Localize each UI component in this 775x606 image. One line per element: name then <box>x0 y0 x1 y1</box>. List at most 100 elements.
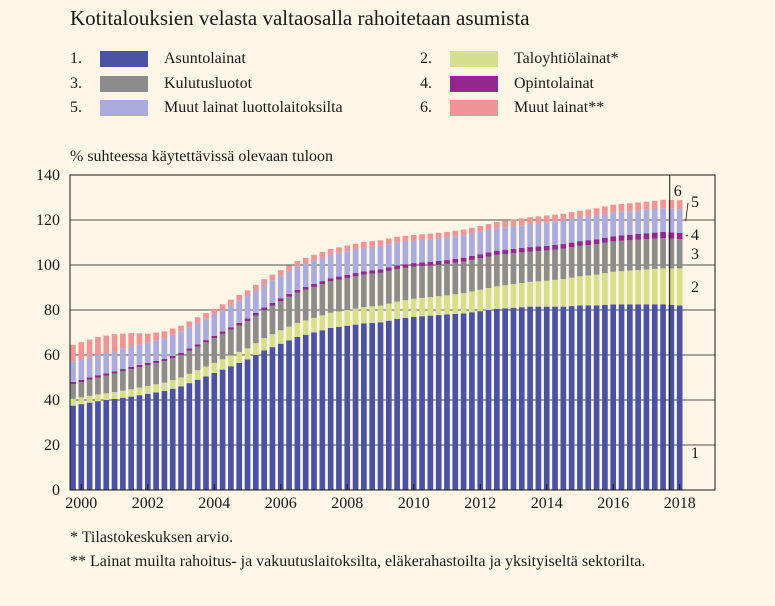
bar-segment-6 <box>560 213 567 221</box>
bar-segment-2 <box>643 269 650 305</box>
bar-segment-2 <box>444 295 450 315</box>
bar-segment-5 <box>369 246 376 271</box>
bar-segment-3 <box>169 358 176 381</box>
bar-segment-4 <box>78 379 85 382</box>
bar-segment-6 <box>153 332 159 341</box>
bar-segment-5 <box>610 212 617 237</box>
bar-segment-3 <box>518 252 525 283</box>
bar-segment-2 <box>211 362 218 374</box>
bar-segment-3 <box>676 239 683 269</box>
legend-label: Muut lainat** <box>514 99 605 116</box>
bar-segment-6 <box>144 333 151 343</box>
bar-segment-3 <box>319 284 326 316</box>
bar-segment-4 <box>668 232 675 239</box>
bar-segment-5 <box>136 344 143 365</box>
bar-segment-5 <box>319 257 326 282</box>
bar-segment-6 <box>585 209 592 217</box>
bar-segment-4 <box>95 375 101 378</box>
bar-segment-2 <box>277 330 284 344</box>
bar-segment-3 <box>336 279 342 312</box>
bar-segment-3 <box>194 346 201 371</box>
bar-segment-6 <box>344 245 351 252</box>
y-axis-label: % suhteessa käytettävissä olevaan tuloon <box>70 148 334 165</box>
bar-segment-3 <box>103 375 110 394</box>
bar-segment-2 <box>452 294 459 314</box>
bar-segment-6 <box>510 219 517 227</box>
bar-segment-1 <box>319 330 326 490</box>
legend-label: Opintolainat <box>514 75 594 92</box>
bar-segment-4 <box>178 352 184 355</box>
bar-segment-2 <box>651 268 658 305</box>
bar-segment-4 <box>144 362 151 366</box>
bar-segment-5 <box>153 340 159 361</box>
bar-segment-4 <box>244 318 251 322</box>
bar-segment-1 <box>602 304 608 490</box>
bar-segment-5 <box>186 327 193 349</box>
bar-segment-3 <box>494 254 500 287</box>
bar-segment-1 <box>211 373 218 490</box>
bar-segment-6 <box>219 304 226 310</box>
bar-segment-4 <box>469 255 475 260</box>
bar-segment-2 <box>153 384 159 393</box>
bar-segment-5 <box>577 217 583 242</box>
bar-segment-5 <box>394 242 400 266</box>
bar-segment-3 <box>78 382 85 398</box>
bar-segment-2 <box>494 286 500 309</box>
bar-segment-2 <box>668 268 675 305</box>
bar-segment-5 <box>103 353 110 374</box>
bar-segment-1 <box>352 324 359 491</box>
bar-segment-2 <box>344 310 351 326</box>
bar-segment-2 <box>402 300 409 318</box>
bar-segment-2 <box>369 306 376 323</box>
bar-segment-5 <box>651 208 658 233</box>
bar-segment-1 <box>111 398 118 491</box>
bar-segment-6 <box>469 227 475 234</box>
legend-label: Muut lainat luottolaitoksilta <box>164 99 343 116</box>
bar-segment-5 <box>502 227 508 250</box>
bar-segment-6 <box>294 261 301 267</box>
bar-segment-2 <box>120 390 126 398</box>
bar-segment-2 <box>618 271 625 305</box>
bar-segment-2 <box>527 281 533 307</box>
series-end-label-2: 2 <box>691 279 699 296</box>
bar-segment-2 <box>377 305 384 323</box>
bar-segment-1 <box>435 315 442 490</box>
bar-segment-2 <box>502 285 508 309</box>
bar-segment-5 <box>518 225 525 249</box>
bar-segment-3 <box>286 296 292 327</box>
bar-segment-1 <box>518 307 525 490</box>
bar-segment-4 <box>410 263 417 267</box>
bar-segment-6 <box>236 295 243 301</box>
bar-segment-2 <box>602 273 608 305</box>
y-tick-label: 0 <box>52 482 60 499</box>
y-tick-label: 100 <box>36 257 60 274</box>
bar-segment-6 <box>70 344 76 362</box>
bar-segment-4 <box>161 358 168 362</box>
bar-segment-3 <box>585 245 592 276</box>
bar-segment-4 <box>369 270 376 274</box>
bar-segment-2 <box>161 382 168 391</box>
plot-frame <box>69 174 716 491</box>
bar-segment-4 <box>136 364 143 368</box>
bar-segment-6 <box>336 247 342 253</box>
legend-swatch <box>450 76 498 92</box>
bar-segment-1 <box>485 310 492 490</box>
bar-segment-5 <box>269 280 276 303</box>
bar-segment-5 <box>668 208 675 233</box>
bar-segment-4 <box>427 261 434 266</box>
bar-segment-5 <box>427 239 434 262</box>
bar-segment-2 <box>635 270 641 305</box>
bar-segment-5 <box>444 237 450 261</box>
bar-segment-5 <box>361 247 367 272</box>
bar-segment-5 <box>585 216 592 241</box>
y-tick-label: 60 <box>44 347 60 364</box>
bar-segment-3 <box>253 315 259 344</box>
legend-label: Kulutusluotot <box>164 75 253 92</box>
bar-segment-5 <box>311 260 317 285</box>
bar-segment-4 <box>568 242 575 248</box>
bar-segment-5 <box>627 211 633 235</box>
bar-segment-5 <box>410 240 417 264</box>
bar-segment-1 <box>585 305 592 490</box>
legend-number: 3. <box>70 75 82 92</box>
bar-segment-5 <box>485 229 492 253</box>
